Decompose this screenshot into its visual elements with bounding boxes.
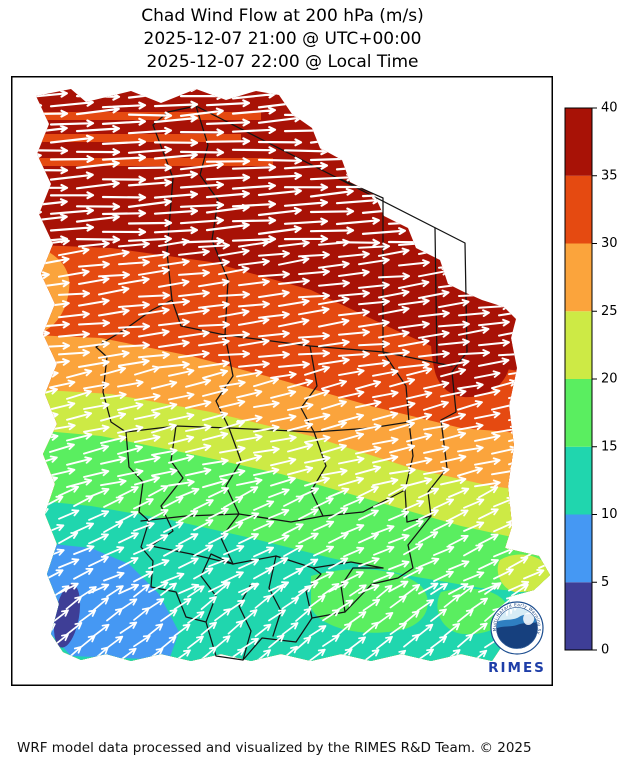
colorbar-tick-label: 40	[601, 101, 618, 116]
chart-title-line3: 2025-12-07 22:00 @ Local Time	[0, 51, 565, 74]
colorbar-tick-label: 15	[601, 439, 618, 454]
wind-flow-map: Multi-Hazard Early Warning System RIMES	[11, 76, 553, 686]
colorbar-tick-label: 5	[601, 575, 609, 590]
colorbar-band-20-25	[565, 311, 592, 379]
chart-title-line1: Chad Wind Flow at 200 hPa (m/s)	[0, 5, 565, 28]
colorbar-tick-label: 30	[601, 236, 618, 251]
colorbar-tick-label: 10	[601, 507, 618, 522]
footer-credit: WRF model data processed and visualized …	[17, 740, 617, 756]
colorbar-band-5-10	[565, 515, 592, 583]
colorbar-band-30-35	[565, 176, 592, 244]
colorbar-band-10-15	[565, 447, 592, 515]
colorbar-tick-label: 25	[601, 304, 618, 319]
colorbar-band-25-30	[565, 244, 592, 312]
colorbar-ticks: 0 5 10 15 20 25 30 35 40	[592, 101, 618, 658]
colorbar-tick-label: 35	[601, 168, 618, 183]
colorbar: 0 5 10 15 20 25 30 35 40	[556, 100, 629, 670]
colorbar-band-35-40	[565, 108, 592, 176]
figure: Chad Wind Flow at 200 hPa (m/s) 2025-12-…	[0, 0, 629, 769]
colorbar-band-15-20	[565, 379, 592, 447]
chart-title-line2: 2025-12-07 21:00 @ UTC+00:00	[0, 28, 565, 51]
colorbar-bands	[565, 108, 592, 650]
colorbar-tick-label: 20	[601, 372, 618, 387]
colorbar-band-0-5	[565, 582, 592, 650]
chart-title: Chad Wind Flow at 200 hPa (m/s) 2025-12-…	[0, 5, 565, 74]
colorbar-tick-label: 0	[601, 643, 609, 658]
rimes-logo-text: RIMES	[488, 660, 546, 676]
